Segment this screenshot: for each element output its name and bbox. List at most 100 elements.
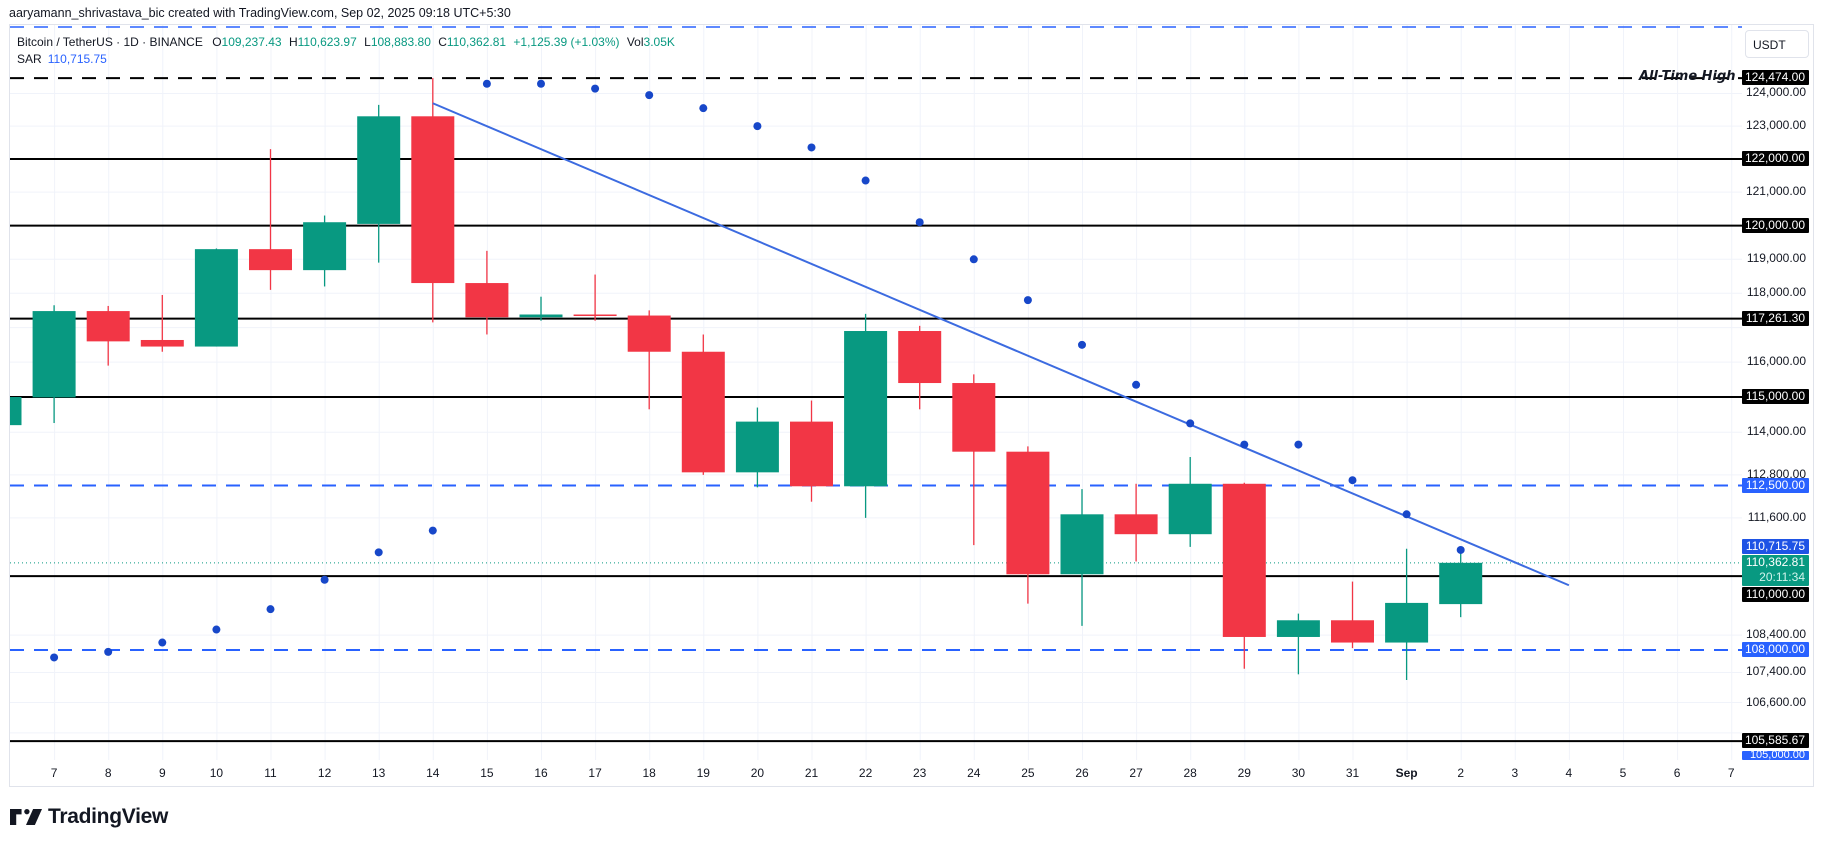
candle-bullish	[519, 314, 563, 318]
symbol-title[interactable]: Bitcoin / TetherUS · 1D · BINANCE	[17, 35, 203, 49]
candle-bearish	[465, 283, 509, 318]
time-tick: 28	[1183, 766, 1197, 780]
candle-bearish	[681, 351, 725, 473]
sar-row: SAR 110,715.75	[17, 51, 675, 68]
time-tick: 3	[1511, 766, 1519, 780]
time-tick: 4	[1565, 766, 1573, 780]
trendline	[432, 102, 1570, 587]
time-tick: 7	[1727, 766, 1735, 780]
sar-dot	[1294, 440, 1303, 449]
sar-dot	[537, 79, 545, 88]
time-tick: 15	[480, 766, 494, 780]
candle-bullish	[1439, 562, 1483, 605]
candle-bearish	[1006, 451, 1050, 575]
sar-dot	[1078, 340, 1086, 349]
candle-bullish	[1168, 483, 1212, 535]
level-price-tag: 110,000.00	[1742, 587, 1809, 602]
candle-bullish	[1385, 602, 1429, 643]
sar-dot	[753, 122, 762, 131]
ohlc-row: Bitcoin / TetherUS · 1D · BINANCE O109,2…	[17, 34, 675, 51]
candle-bearish	[140, 339, 184, 347]
last-price-value: 110,362.81	[1745, 555, 1805, 569]
price-tick: 121,000.00	[1745, 184, 1806, 199]
level-price-tag: 120,000.00	[1742, 217, 1809, 233]
sar-dot	[1348, 476, 1357, 485]
candle-bullish	[32, 311, 76, 398]
time-tick: 10	[209, 766, 224, 780]
sar-dot	[1186, 419, 1195, 428]
sar-dot	[1240, 440, 1249, 449]
sar-dot	[104, 647, 113, 656]
candle-bullish	[1060, 514, 1104, 575]
sar-dot	[1402, 510, 1411, 519]
close-label: C	[438, 35, 447, 49]
bottom-price-tag: 105,000.00	[1742, 751, 1809, 760]
volume-value: 3.05K	[643, 35, 675, 49]
candle-bearish	[86, 311, 130, 342]
sar-dot	[158, 638, 167, 647]
candle-bullish	[10, 397, 22, 426]
sar-dot	[374, 548, 383, 557]
time-tick: 14	[426, 766, 440, 780]
candle-bearish	[411, 116, 455, 284]
candle-bearish	[627, 315, 671, 352]
time-tick: 17	[588, 766, 602, 780]
time-tick: 11	[264, 766, 277, 780]
tradingview-logo[interactable]: TradingView	[10, 805, 168, 829]
sar-label[interactable]: SAR	[17, 52, 42, 66]
author-watermark: aaryamann_shrivastava_bic created with T…	[9, 6, 511, 20]
time-tick: 21	[804, 766, 819, 780]
plot-area[interactable]	[0, 25, 1786, 760]
price-tick: 118,000.00	[1746, 285, 1806, 300]
time-tick: 31	[1345, 766, 1360, 780]
price-tick: 114,000.00	[1746, 424, 1806, 439]
level-price-tag: 122,000.00	[1742, 151, 1809, 166]
high-label: H	[288, 35, 298, 49]
time-tick: Sep	[1395, 766, 1418, 780]
candle-bearish	[1222, 483, 1266, 637]
time-tick: 30	[1291, 766, 1306, 780]
low-value: 108,883.80	[370, 35, 431, 49]
sar-dot	[1456, 545, 1465, 554]
sar-dot	[320, 575, 329, 584]
level-price-tag: 117,261.30	[1742, 310, 1809, 326]
sar-dot	[645, 91, 654, 100]
sar-dot	[212, 625, 221, 634]
candle-bullish	[303, 222, 347, 271]
sar-dot	[266, 605, 275, 614]
time-tick: 6	[1673, 766, 1681, 780]
level-price-tag: 115,000.00	[1742, 389, 1809, 405]
candle-bearish	[249, 249, 292, 271]
time-tick: 24	[967, 766, 981, 780]
time-tick: 5	[1619, 766, 1627, 780]
logo-text: TradingView	[48, 805, 169, 828]
price-tick: 112,800.00	[1746, 466, 1806, 481]
time-tick: 8	[104, 766, 112, 780]
price-tick: 124,000.00	[1745, 85, 1806, 100]
time-tick: 7	[50, 766, 58, 780]
candle-bearish	[573, 314, 617, 317]
sar-dot	[915, 218, 924, 227]
bar-countdown: 20:11:34	[1759, 570, 1805, 584]
time-tick: 19	[696, 766, 710, 780]
tradingview-logo-icon	[10, 809, 42, 825]
price-tick: 111,600.00	[1747, 509, 1806, 524]
candle-bullish	[735, 421, 779, 473]
level-price-tag: 105,585.67	[1742, 733, 1809, 749]
price-tick: 119,000.00	[1746, 251, 1806, 266]
sar-value: 110,715.75	[47, 52, 107, 66]
high-value: 110,623.97	[297, 35, 357, 49]
low-label: L	[364, 35, 371, 49]
candle-bullish	[194, 249, 238, 347]
time-tick: 29	[1237, 766, 1251, 780]
candle-bullish	[357, 116, 401, 224]
all-time-high-label: All-Time High	[1639, 69, 1736, 85]
currency-button[interactable]: USDT	[1745, 30, 1809, 58]
sar-dot	[428, 526, 437, 535]
level-price-tag: 112,500.00	[1742, 477, 1809, 493]
sar-dot	[807, 143, 816, 152]
open-label: O	[212, 35, 222, 49]
time-tick: 22	[858, 766, 873, 780]
sar-dot	[482, 79, 491, 88]
